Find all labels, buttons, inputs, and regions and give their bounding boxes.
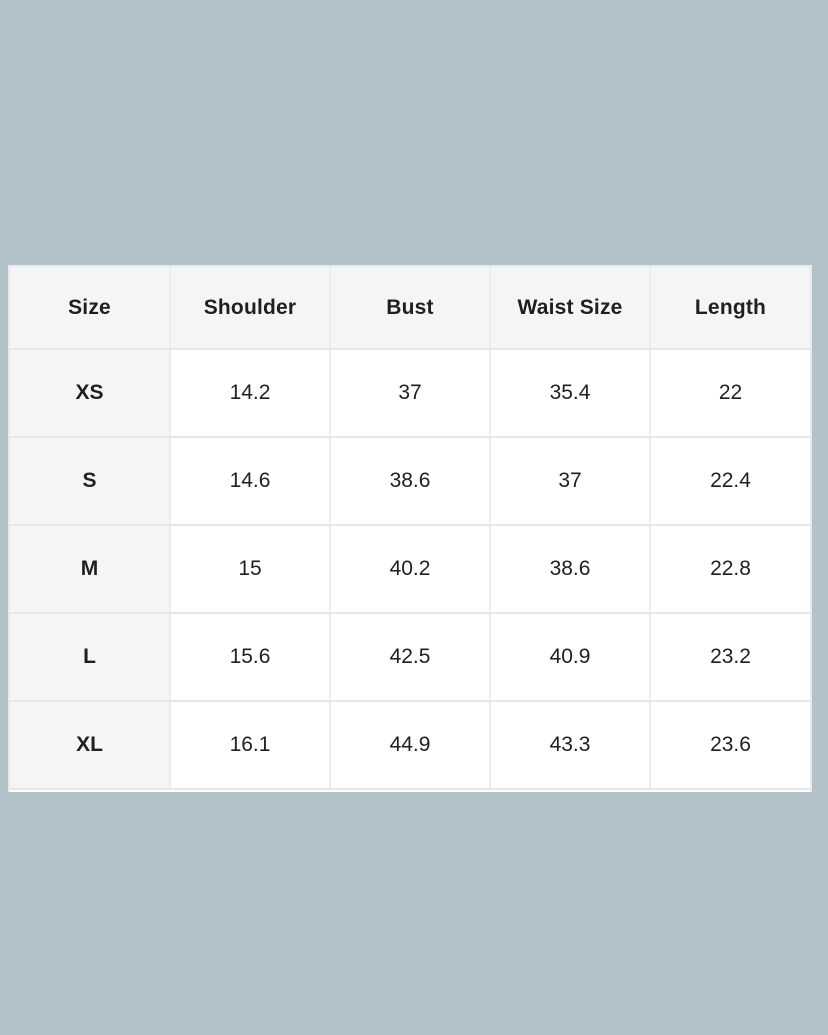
length-value-cell: 22 bbox=[650, 349, 810, 438]
size-label-cell: M bbox=[10, 525, 171, 614]
table-row-m: M 15 40.2 38.6 22.8 bbox=[10, 525, 810, 614]
shoulder-value-cell: 15 bbox=[170, 525, 331, 614]
waist-size-value-cell: 35.4 bbox=[490, 349, 651, 438]
length-value-cell: 23.2 bbox=[650, 613, 810, 702]
size-chart-table: Size Shoulder Bust Waist Size Length XS … bbox=[10, 267, 810, 790]
shoulder-value-cell: 14.6 bbox=[170, 437, 331, 526]
size-chart-body: XS 14.2 37 35.4 22 S 14.6 38.6 37 22.4 M… bbox=[10, 349, 810, 790]
length-value-cell: 23.6 bbox=[650, 701, 810, 790]
header-row: Size Shoulder Bust Waist Size Length bbox=[10, 267, 810, 350]
bust-value-cell: 44.9 bbox=[330, 701, 491, 790]
waist-size-value-cell: 38.6 bbox=[490, 525, 651, 614]
column-header-waist-size: Waist Size bbox=[490, 267, 651, 350]
bust-value-cell: 40.2 bbox=[330, 525, 491, 614]
shoulder-value-cell: 15.6 bbox=[170, 613, 331, 702]
bust-value-cell: 37 bbox=[330, 349, 491, 438]
table-row-xs: XS 14.2 37 35.4 22 bbox=[10, 349, 810, 438]
bust-value-cell: 38.6 bbox=[330, 437, 491, 526]
column-header-bust: Bust bbox=[330, 267, 491, 350]
table-row-s: S 14.6 38.6 37 22.4 bbox=[10, 437, 810, 526]
column-header-size: Size bbox=[10, 267, 171, 350]
waist-size-value-cell: 37 bbox=[490, 437, 651, 526]
column-header-shoulder: Shoulder bbox=[170, 267, 331, 350]
size-label-cell: XS bbox=[10, 349, 171, 438]
length-value-cell: 22.8 bbox=[650, 525, 810, 614]
size-chart-card: Size Shoulder Bust Waist Size Length XS … bbox=[8, 265, 812, 792]
size-label-cell: XL bbox=[10, 701, 171, 790]
table-row-xl: XL 16.1 44.9 43.3 23.6 bbox=[10, 701, 810, 790]
shoulder-value-cell: 14.2 bbox=[170, 349, 331, 438]
waist-size-value-cell: 40.9 bbox=[490, 613, 651, 702]
table-row-l: L 15.6 42.5 40.9 23.2 bbox=[10, 613, 810, 702]
waist-size-value-cell: 43.3 bbox=[490, 701, 651, 790]
column-header-length: Length bbox=[650, 267, 810, 350]
size-chart-header: Size Shoulder Bust Waist Size Length bbox=[10, 267, 810, 350]
length-value-cell: 22.4 bbox=[650, 437, 810, 526]
size-label-cell: S bbox=[10, 437, 171, 526]
shoulder-value-cell: 16.1 bbox=[170, 701, 331, 790]
bust-value-cell: 42.5 bbox=[330, 613, 491, 702]
size-label-cell: L bbox=[10, 613, 171, 702]
